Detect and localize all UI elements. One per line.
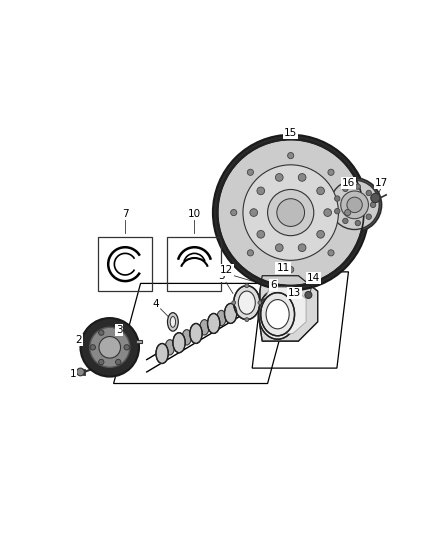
Text: 13: 13: [288, 288, 301, 298]
Circle shape: [276, 174, 283, 181]
Circle shape: [298, 244, 306, 252]
Ellipse shape: [217, 310, 226, 326]
Circle shape: [250, 209, 258, 216]
Circle shape: [341, 191, 368, 219]
Text: 10: 10: [188, 209, 201, 219]
Circle shape: [90, 345, 95, 350]
Text: 16: 16: [342, 179, 355, 188]
Ellipse shape: [266, 300, 289, 329]
Circle shape: [328, 250, 334, 256]
Ellipse shape: [224, 303, 237, 324]
Text: 11: 11: [276, 263, 290, 273]
Circle shape: [305, 292, 312, 298]
Circle shape: [232, 301, 236, 304]
Circle shape: [345, 209, 351, 216]
Text: 2: 2: [76, 335, 82, 345]
Circle shape: [317, 230, 325, 238]
Circle shape: [298, 174, 306, 181]
Circle shape: [288, 266, 294, 273]
Ellipse shape: [261, 293, 294, 336]
Circle shape: [355, 220, 360, 226]
Circle shape: [218, 140, 364, 286]
Text: 15: 15: [284, 128, 297, 138]
Ellipse shape: [182, 329, 191, 345]
Circle shape: [335, 196, 340, 201]
Circle shape: [257, 187, 265, 195]
Circle shape: [317, 187, 325, 195]
Text: 3: 3: [116, 325, 122, 335]
Bar: [98, 237, 152, 291]
Circle shape: [324, 209, 332, 216]
Text: 1: 1: [70, 369, 76, 379]
Circle shape: [268, 189, 314, 236]
Circle shape: [371, 193, 380, 203]
Bar: [167, 237, 221, 291]
Ellipse shape: [190, 324, 202, 343]
Text: 5: 5: [218, 271, 225, 281]
Circle shape: [355, 184, 360, 189]
Polygon shape: [265, 287, 306, 334]
Circle shape: [247, 169, 254, 175]
Circle shape: [257, 230, 265, 238]
Text: 17: 17: [375, 179, 388, 188]
Circle shape: [99, 330, 104, 335]
Ellipse shape: [200, 320, 209, 335]
Ellipse shape: [170, 317, 176, 327]
Circle shape: [213, 135, 368, 290]
Circle shape: [116, 359, 121, 365]
Circle shape: [335, 208, 340, 214]
Circle shape: [366, 190, 371, 196]
Circle shape: [247, 250, 254, 256]
Circle shape: [261, 299, 269, 306]
Circle shape: [245, 284, 249, 288]
Text: 12: 12: [220, 265, 233, 276]
Ellipse shape: [167, 313, 178, 331]
Circle shape: [90, 327, 130, 367]
Circle shape: [288, 152, 294, 159]
Circle shape: [77, 368, 85, 376]
Circle shape: [243, 165, 339, 260]
Circle shape: [276, 244, 283, 252]
Polygon shape: [260, 276, 318, 341]
Circle shape: [328, 169, 334, 175]
Circle shape: [266, 297, 274, 305]
Circle shape: [371, 202, 376, 207]
Circle shape: [116, 330, 121, 335]
Text: 7: 7: [122, 209, 128, 219]
Text: 14: 14: [307, 273, 321, 283]
Circle shape: [347, 197, 362, 213]
Circle shape: [343, 186, 348, 191]
Circle shape: [277, 199, 304, 227]
Circle shape: [81, 318, 139, 377]
Text: 4: 4: [152, 299, 159, 309]
Ellipse shape: [258, 289, 297, 339]
Ellipse shape: [156, 343, 168, 364]
Circle shape: [328, 178, 381, 232]
Bar: [136, 340, 142, 343]
Circle shape: [245, 318, 249, 321]
Ellipse shape: [208, 313, 220, 334]
Circle shape: [231, 209, 237, 216]
Circle shape: [124, 345, 129, 350]
Circle shape: [258, 301, 262, 304]
Circle shape: [343, 218, 348, 223]
Circle shape: [99, 359, 104, 365]
Ellipse shape: [173, 333, 185, 353]
Ellipse shape: [238, 291, 255, 314]
Circle shape: [366, 214, 371, 220]
Ellipse shape: [165, 340, 174, 355]
Circle shape: [330, 180, 379, 230]
Text: 6: 6: [270, 280, 277, 290]
Ellipse shape: [234, 286, 260, 320]
Circle shape: [99, 336, 120, 358]
Ellipse shape: [263, 295, 292, 334]
